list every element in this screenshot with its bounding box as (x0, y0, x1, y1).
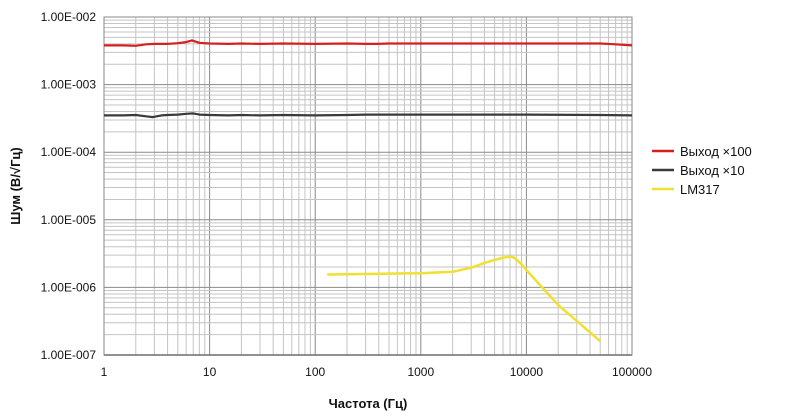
x-tick-label: 10000 (510, 365, 544, 379)
x-tick-label: 1 (101, 365, 108, 379)
series-line-3 (327, 255, 602, 343)
y-tick-label: 1.00E-003 (41, 78, 97, 92)
y-tick-label: 1.00E-006 (41, 280, 97, 294)
plot-frame (103, 16, 633, 356)
y-axis-label: Шум (В/√Гц) (8, 147, 23, 225)
x-tick-label: 1000 (407, 365, 434, 379)
x-tick-label: 10 (203, 365, 217, 379)
legend: Выход ×100 Выход ×10 LM317 (652, 144, 752, 197)
series-line-1 (104, 39, 633, 47)
y-tick-label: 1.00E-007 (41, 348, 97, 362)
legend-label-3: LM317 (680, 182, 720, 197)
legend-label-2: Выход ×10 (680, 163, 745, 178)
y-tick-label: 1.00E-005 (41, 213, 97, 227)
y-tick-label: 1.00E-002 (41, 10, 97, 24)
grid-lines (103, 17, 632, 356)
y-tick-label: 1.00E-004 (41, 145, 97, 159)
series-line-2 (104, 112, 633, 119)
x-tick-label: 100000 (612, 365, 652, 379)
y-tick-labels: 1.00E-007 1.00E-006 1.00E-005 1.00E-004 1.00… (41, 10, 97, 362)
x-axis-label: Частота (Гц) (329, 396, 408, 411)
series-layer (104, 39, 633, 343)
x-tick-label: 100 (305, 365, 325, 379)
x-tick-labels: 1 10 100 1000 10000 100000 (101, 365, 653, 379)
legend-label-1: Выход ×100 (680, 144, 752, 159)
